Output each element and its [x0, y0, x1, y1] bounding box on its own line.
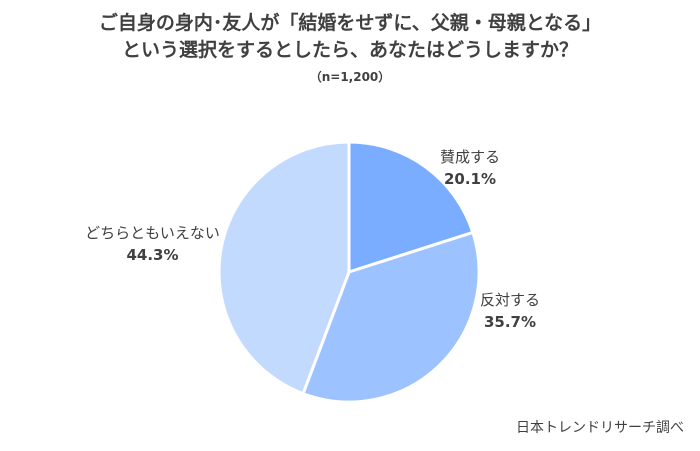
slice-label-oppose: 反対する 35.7%	[455, 289, 565, 333]
chart-title-line1: ご自身の身内･友人が「結婚をせずに、父親・母親となる」	[98, 12, 602, 34]
source-credit: 日本トレンドリサーチ調べ	[516, 420, 684, 436]
slice-label-oppose-name: 反対する	[479, 291, 540, 309]
slice-label-neutral-name: どちらともいえない	[85, 224, 220, 242]
pie-slice-agree	[347, 140, 475, 275]
slice-label-oppose-value: 35.7%	[483, 313, 537, 331]
slice-label-agree-name: 賛成する	[439, 148, 500, 166]
slice-label-agree: 賛成する 20.1%	[415, 146, 525, 190]
pie-slice-oppose	[301, 230, 481, 404]
chart-title-line2: という選択をするとしたら、あなたはどうしますか？	[121, 39, 578, 61]
slice-label-neutral: どちらともいえない 44.3%	[70, 222, 235, 266]
pie-slice-neutral	[217, 140, 351, 396]
slice-label-agree-value: 20.1%	[443, 170, 497, 188]
slice-label-neutral-value: 44.3%	[126, 246, 179, 264]
chart-subtitle: （n=1,200）	[309, 70, 391, 84]
